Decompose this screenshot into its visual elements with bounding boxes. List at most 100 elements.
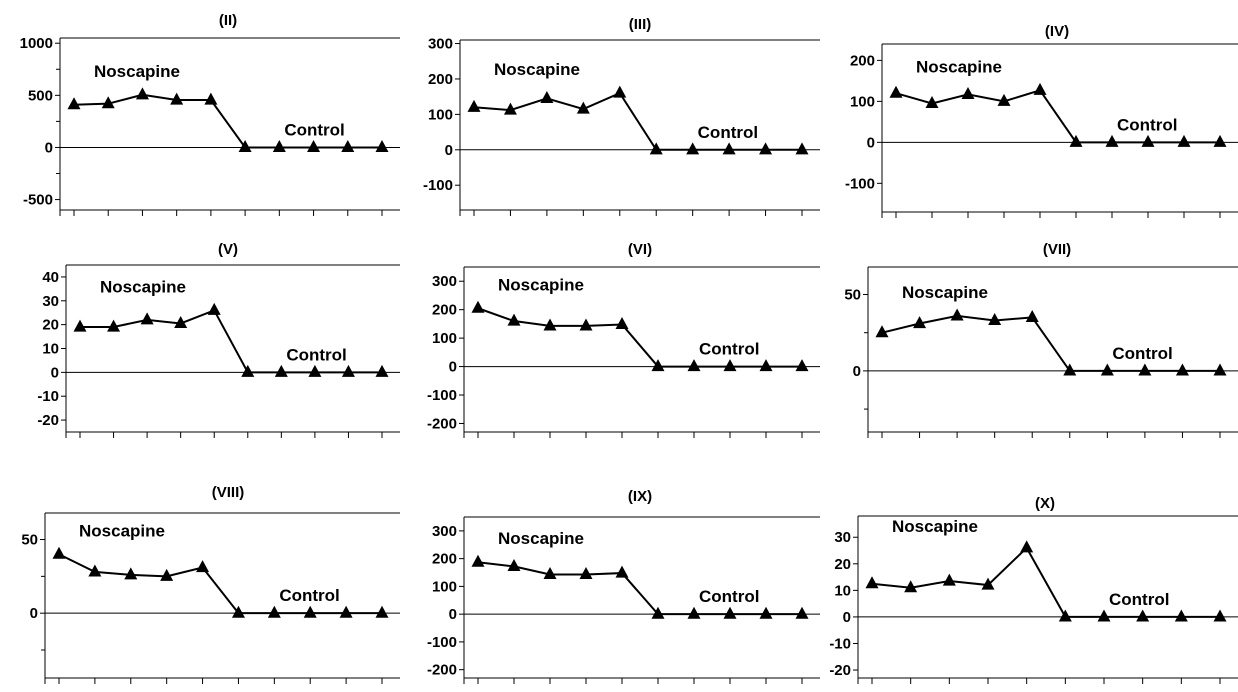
series-line	[80, 309, 382, 374]
noscapine-point	[107, 319, 121, 332]
noscapine-point	[73, 319, 87, 332]
series-label-noscapine: Noscapine	[94, 62, 180, 81]
control-point	[1175, 363, 1189, 376]
noscapine-point	[507, 558, 521, 571]
panel-title: (IV)	[1045, 23, 1069, 40]
y-tick-label: -100	[423, 177, 453, 194]
y-tick-label: -10	[37, 388, 59, 405]
y-tick-label: 0	[45, 139, 53, 156]
control-point	[375, 605, 389, 618]
y-tick-label: 0	[30, 605, 38, 622]
y-tick-label: -200	[427, 415, 457, 432]
series-line	[871, 546, 1220, 618]
series-line	[477, 307, 802, 368]
series-line	[895, 89, 1220, 144]
control-point	[1141, 134, 1155, 147]
noscapine-point	[207, 302, 221, 315]
control-point	[341, 140, 355, 153]
y-tick-label: 100	[428, 106, 453, 123]
noscapine-point	[615, 565, 629, 578]
control-point	[1177, 134, 1191, 147]
noscapine-point	[925, 95, 939, 108]
control-point	[339, 605, 353, 618]
series-label-noscapine: Noscapine	[100, 277, 186, 296]
noscapine-point	[160, 568, 174, 581]
y-tick-label: 200	[432, 302, 457, 319]
control-point	[267, 605, 281, 618]
control-point	[723, 359, 737, 372]
noscapine-point	[981, 577, 995, 590]
panel-title: (VIII)	[212, 484, 245, 501]
series-line	[73, 93, 382, 149]
control-point	[649, 142, 663, 155]
series-label-control: Control	[698, 123, 758, 142]
noscapine-point	[576, 101, 590, 114]
panel-title: (X)	[1035, 495, 1055, 512]
y-tick-label: -100	[427, 634, 457, 651]
y-tick-label: 1000	[20, 35, 53, 52]
y-tick-label: 200	[428, 71, 453, 88]
noscapine-point	[204, 92, 218, 105]
noscapine-point	[889, 85, 903, 98]
control-point	[1136, 609, 1150, 622]
series-label-control: Control	[286, 345, 346, 364]
noscapine-point	[471, 300, 485, 313]
panel-3: 40 30 20 10 0 -10 -20 (V) Noscapine Control	[37, 241, 400, 438]
series-label-noscapine: Noscapine	[79, 521, 165, 540]
control-point	[1174, 609, 1188, 622]
series-label-control: Control	[1112, 344, 1172, 363]
control-point	[375, 364, 389, 377]
series-label-control: Control	[284, 120, 344, 139]
y-tick-label: -500	[23, 192, 53, 209]
panel-title: (VII)	[1043, 241, 1071, 258]
noscapine-point	[88, 564, 102, 577]
control-point	[1069, 134, 1083, 147]
series-label-control: Control	[699, 340, 759, 359]
panel-title: (V)	[218, 241, 238, 258]
panel-4: 300 200 100 0 -100 -200 (VI) Noscapine Control	[427, 241, 820, 438]
noscapine-point	[471, 554, 485, 567]
noscapine-point	[579, 567, 593, 580]
noscapine-point	[540, 90, 554, 103]
noscapine-point	[101, 96, 115, 109]
noscapine-point	[503, 102, 517, 115]
noscapine-point	[997, 93, 1011, 106]
panel-6: 50 0 (VIII) Noscapine Control	[21, 484, 400, 684]
y-tick-label: 100	[432, 330, 457, 347]
noscapine-point	[1020, 540, 1034, 553]
y-tick-label: -100	[427, 387, 457, 404]
panel-0: 1000 500 0 -500 (II) Noscapine Control	[20, 12, 400, 216]
y-tick-label: 10	[834, 582, 851, 599]
y-tick-label: -10	[829, 635, 851, 652]
control-point	[795, 606, 809, 619]
control-point	[1097, 609, 1111, 622]
control-point	[274, 364, 288, 377]
y-tick-label: 200	[850, 52, 875, 69]
control-point	[231, 605, 245, 618]
panel-title: (III)	[629, 16, 652, 33]
panel-2: 200 100 0 -100 (IV) Noscapine Control	[845, 23, 1238, 218]
panel-title: (IX)	[628, 488, 652, 505]
control-point	[1100, 363, 1114, 376]
y-tick-label: 50	[21, 532, 38, 549]
control-point	[759, 606, 773, 619]
y-tick-label: 300	[432, 523, 457, 540]
series-label-control: Control	[1117, 115, 1177, 134]
control-point	[238, 140, 252, 153]
control-point	[272, 140, 286, 153]
series-label-noscapine: Noscapine	[892, 517, 978, 536]
control-point	[759, 359, 773, 372]
noscapine-point	[174, 316, 188, 329]
y-tick-label: 30	[42, 293, 59, 310]
control-point	[687, 359, 701, 372]
panel-title: (VI)	[628, 241, 652, 258]
y-tick-label: 0	[445, 142, 453, 159]
y-tick-label: 0	[51, 364, 59, 381]
series-line	[58, 553, 382, 615]
y-tick-label: -20	[37, 412, 59, 429]
control-point	[795, 359, 809, 372]
control-point	[341, 364, 355, 377]
noscapine-point	[942, 573, 956, 586]
y-tick-label: 300	[428, 36, 453, 53]
